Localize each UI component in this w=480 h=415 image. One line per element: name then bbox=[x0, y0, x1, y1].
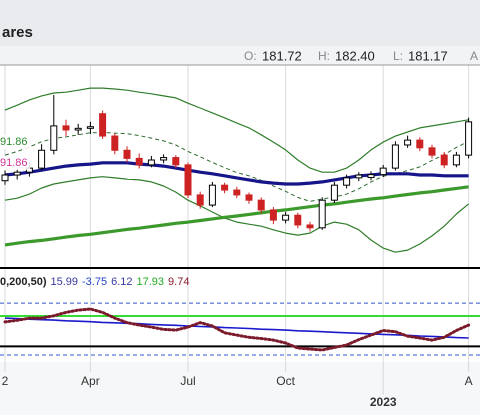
candle-body bbox=[184, 164, 192, 196]
candle-body bbox=[123, 149, 131, 159]
indicator-label: 0,200,50) bbox=[0, 276, 47, 288]
candle-body bbox=[440, 154, 448, 166]
x-tick-label: Jul bbox=[180, 374, 195, 388]
candle-body bbox=[404, 139, 412, 146]
chart-title: ares bbox=[2, 24, 33, 41]
candle-body bbox=[1, 174, 9, 182]
candle-body bbox=[391, 144, 399, 169]
annotation: 91.86 bbox=[0, 136, 28, 148]
candle-body bbox=[318, 199, 326, 229]
candle-body bbox=[208, 184, 216, 206]
candle-body bbox=[160, 157, 168, 161]
indicator-readings: 0,200,50) 15.99 -3.75 6.12 17.93 9.74 bbox=[0, 274, 193, 290]
annotation-bg bbox=[0, 135, 30, 149]
candle-body bbox=[99, 113, 107, 137]
header-bg bbox=[0, 0, 480, 46]
candle-body bbox=[245, 194, 253, 201]
candle-body bbox=[111, 135, 119, 151]
candle-body bbox=[367, 174, 375, 178]
x-year-label: 2023 bbox=[370, 395, 397, 409]
candle-body bbox=[147, 159, 155, 166]
candle-body bbox=[355, 174, 363, 179]
x-tick-label: 2 bbox=[2, 374, 9, 388]
quote-value: 182.40 bbox=[335, 48, 375, 63]
candle-body bbox=[330, 184, 338, 201]
candle-body bbox=[452, 154, 460, 166]
candle-body bbox=[416, 139, 424, 149]
indicator-reading: 17.93 bbox=[136, 276, 165, 288]
overlay-line bbox=[4, 161, 469, 186]
quote-more: A bbox=[470, 49, 478, 63]
indicator-reading: 9.74 bbox=[168, 276, 190, 288]
candle-body bbox=[233, 189, 241, 196]
indicator-reading: 6.12 bbox=[111, 276, 133, 288]
candle-body bbox=[269, 209, 277, 221]
indicator-line bbox=[3, 307, 471, 352]
candle-body bbox=[74, 127, 82, 131]
quote-name: L: bbox=[393, 49, 403, 63]
overlay-line bbox=[4, 176, 469, 253]
candle-body bbox=[50, 125, 58, 151]
quote-bg bbox=[0, 46, 480, 65]
candle-body bbox=[294, 214, 302, 226]
candle-body bbox=[257, 199, 265, 211]
indicator-reading: -3.75 bbox=[82, 276, 108, 288]
candle-body bbox=[172, 157, 180, 166]
x-tick-label: Apr bbox=[81, 374, 100, 388]
indicator-panel bbox=[0, 290, 480, 362]
x-tick-label: A bbox=[465, 374, 473, 388]
candle-body bbox=[465, 121, 473, 156]
indicator-reading: 15.99 bbox=[50, 276, 79, 288]
quote-name: O: bbox=[244, 49, 257, 63]
candle-body bbox=[86, 126, 94, 129]
candle-body bbox=[428, 147, 436, 156]
candle-body bbox=[306, 224, 314, 229]
candle-body bbox=[282, 214, 290, 221]
quote-value: 181.17 bbox=[408, 48, 448, 63]
annotation-bg bbox=[0, 156, 30, 170]
candle-body bbox=[38, 149, 46, 169]
indicator-line bbox=[4, 317, 469, 339]
candle-body bbox=[343, 177, 351, 186]
quote-name: H: bbox=[318, 49, 330, 63]
candle-body bbox=[13, 171, 21, 176]
candle-body bbox=[196, 194, 204, 206]
overlay-line bbox=[4, 185, 469, 247]
candle-body bbox=[135, 157, 143, 166]
x-axis-bg bbox=[0, 362, 480, 415]
indicator-header bbox=[0, 268, 480, 290]
candle-body bbox=[62, 125, 70, 131]
quote-value: 181.72 bbox=[262, 48, 302, 63]
candle-body bbox=[379, 167, 387, 176]
annotation: 91.86 bbox=[0, 157, 28, 169]
x-tick-label: Oct bbox=[276, 374, 295, 388]
overlay-line bbox=[4, 87, 469, 173]
candle-body bbox=[221, 184, 229, 191]
